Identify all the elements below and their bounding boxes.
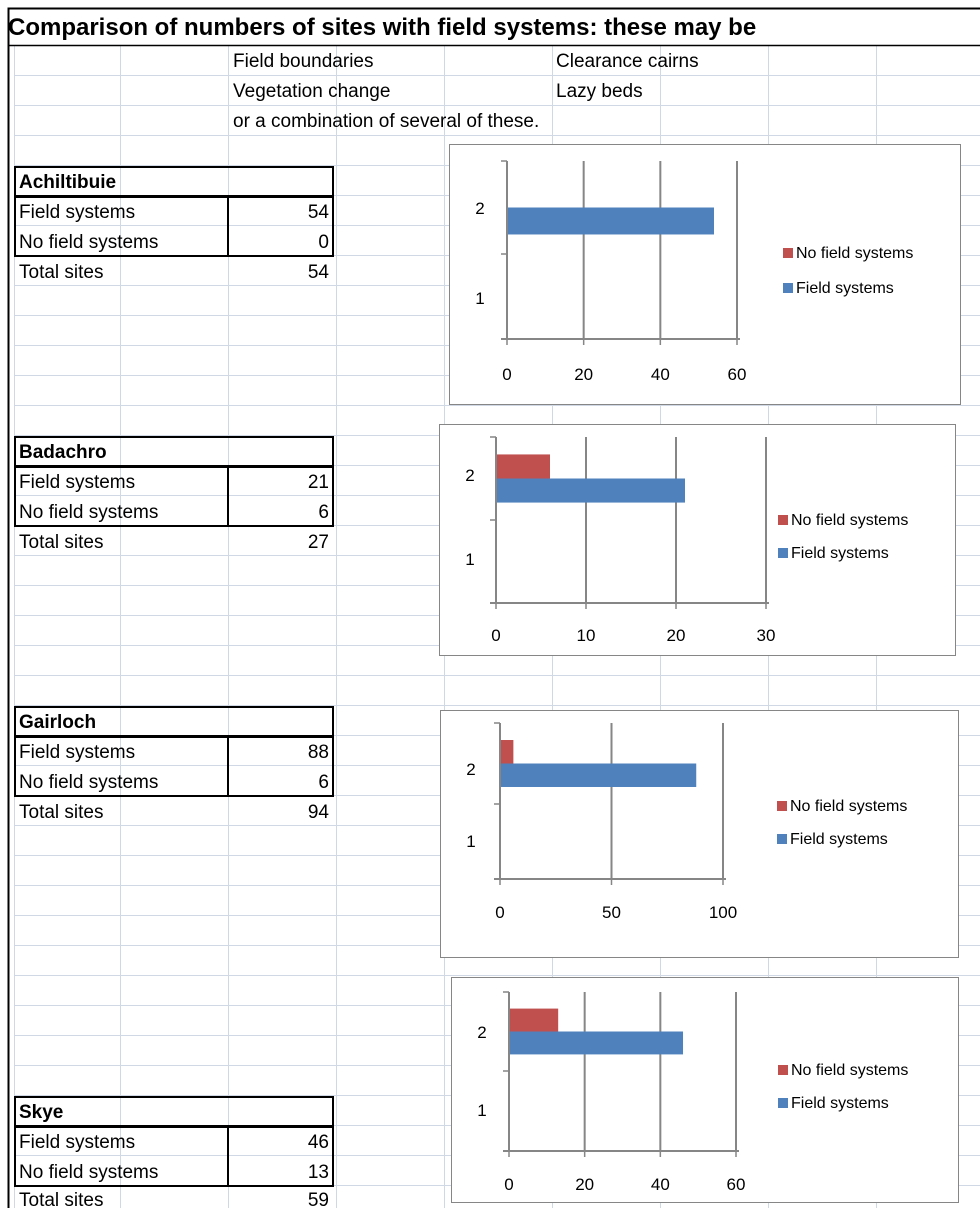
total-sites-count: 27 (232, 530, 329, 556)
x-tick-label-100: 100 (709, 903, 737, 922)
total-sites-label: Total sites (19, 260, 103, 286)
x-tick-label-40: 40 (651, 365, 670, 384)
y-tick-label-1: 1 (477, 1101, 486, 1120)
legend-label: Field systems (791, 545, 889, 562)
total-sites-count: 54 (232, 260, 329, 286)
field-systems-label: Field systems (19, 740, 135, 766)
legend-swatch (777, 801, 787, 811)
x-tick-label-30: 30 (757, 626, 776, 645)
no-field-systems-count: 0 (232, 230, 329, 256)
legend-swatch (777, 834, 787, 844)
type-vegetation-change: Vegetation change (233, 79, 390, 105)
no-field-systems-label: No field systems (19, 1160, 158, 1186)
x-tick-label-20: 20 (667, 626, 686, 645)
y-tick-label-2: 2 (465, 466, 474, 485)
type-clearance-cairns: Clearance cairns (556, 49, 699, 75)
legend-swatch (783, 248, 793, 258)
legend-label: Field systems (796, 280, 894, 297)
field-systems-count: 46 (232, 1130, 329, 1156)
total-sites-label: Total sites (19, 1188, 103, 1214)
no-field-systems-label: No field systems (19, 500, 158, 526)
type-combination-note: or a combination of several of these. (233, 109, 539, 135)
site-name: Gairloch (19, 710, 96, 736)
y-tick-label-1: 1 (465, 550, 474, 569)
field-systems-count: 88 (232, 740, 329, 766)
field-systems-count: 21 (232, 470, 329, 496)
bar-no-field-systems (510, 1009, 558, 1032)
type-field-boundaries: Field boundaries (233, 49, 373, 75)
y-tick-label-2: 2 (466, 760, 475, 779)
bar-field-systems (501, 764, 696, 787)
bar-field-systems (497, 479, 685, 503)
total-sites-count: 59 (232, 1188, 329, 1214)
x-tick-label-60: 60 (727, 1175, 746, 1194)
legend-swatch (778, 548, 788, 558)
site-name: Skye (19, 1100, 63, 1126)
field-systems-label: Field systems (19, 1130, 135, 1156)
legend-label: No field systems (790, 798, 907, 815)
x-tick-label-10: 10 (577, 626, 596, 645)
site-name: Badachro (19, 440, 107, 466)
bar-no-field-systems (497, 454, 550, 478)
y-tick-label-1: 1 (475, 289, 484, 308)
field-systems-label: Field systems (19, 470, 135, 496)
x-tick-label-60: 60 (728, 365, 747, 384)
type-lazy-beds: Lazy beds (556, 79, 643, 105)
bar-field-systems (510, 1032, 683, 1055)
legend-swatch (778, 515, 788, 525)
legend-label: No field systems (791, 512, 908, 529)
site-name: Achiltibuie (19, 170, 116, 196)
bar-field-systems (508, 208, 714, 235)
total-sites-label: Total sites (19, 530, 103, 556)
legend-label: Field systems (791, 1095, 889, 1112)
x-tick-label-0: 0 (502, 365, 511, 384)
chart-achiltibuie[interactable]: 0 20 40 60 1 2 No field systems Field systems (449, 144, 961, 405)
sheet-title: Comparison of numbers of sites with fiel… (8, 11, 756, 45)
legend-swatch (778, 1065, 788, 1075)
no-field-systems-label: No field systems (19, 770, 158, 796)
x-tick-label-50: 50 (602, 903, 621, 922)
chart-gairloch[interactable]: 0 50 100 1 2 No field systems Field systems (440, 710, 959, 958)
chart-skye[interactable]: 0 20 40 60 1 2 No field systems Field systems (451, 977, 959, 1203)
legend-label: No field systems (791, 1062, 908, 1079)
x-tick-label-0: 0 (491, 626, 500, 645)
bar-no-field-systems (501, 740, 513, 763)
no-field-systems-count: 6 (232, 770, 329, 796)
no-field-systems-count: 6 (232, 500, 329, 526)
legend-label: No field systems (796, 245, 913, 262)
y-tick-label-1: 1 (466, 832, 475, 851)
total-sites-count: 94 (232, 800, 329, 826)
total-sites-label: Total sites (19, 800, 103, 826)
x-tick-label-20: 20 (575, 1175, 594, 1194)
legend-swatch (778, 1098, 788, 1108)
chart-badachro[interactable]: 0 10 20 30 1 2 No field systems Field systems (439, 424, 956, 656)
x-tick-label-0: 0 (504, 1175, 513, 1194)
no-field-systems-count: 13 (232, 1160, 329, 1186)
legend-swatch (783, 283, 793, 293)
x-tick-label-40: 40 (651, 1175, 670, 1194)
legend-label: Field systems (790, 831, 888, 848)
y-tick-label-2: 2 (477, 1023, 486, 1042)
field-systems-label: Field systems (19, 200, 135, 226)
field-systems-count: 54 (232, 200, 329, 226)
x-tick-label-0: 0 (495, 903, 504, 922)
y-tick-label-2: 2 (475, 199, 484, 218)
no-field-systems-label: No field systems (19, 230, 158, 256)
x-tick-label-20: 20 (574, 365, 593, 384)
